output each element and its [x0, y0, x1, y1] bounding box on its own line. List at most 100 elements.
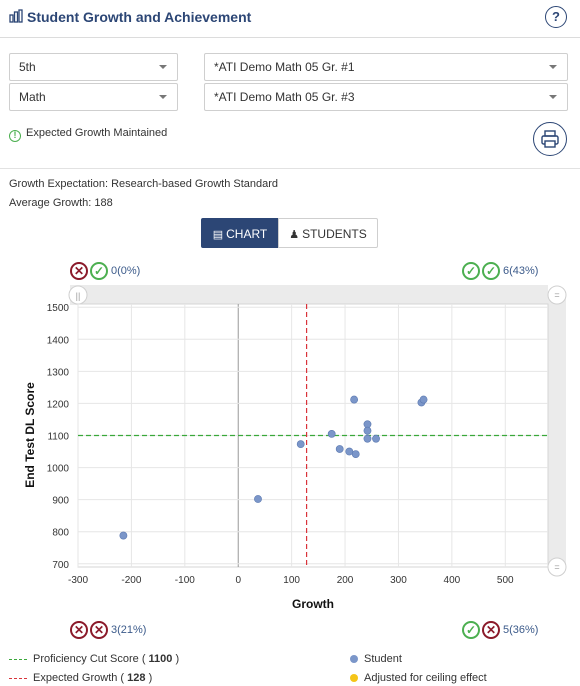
x-tick-label: 300 — [390, 575, 407, 586]
legend-proficiency-label: Proficiency Cut Score — [33, 653, 139, 665]
growth-status-text: Expected Growth Maintained — [26, 127, 168, 139]
chevron-down-icon — [549, 95, 557, 99]
x-circle-icon: ✕ — [70, 621, 88, 640]
green-dash-icon — [9, 658, 27, 660]
user-icon: ♟ — [289, 229, 300, 241]
start-test-select-value: *ATI Demo Math 05 Gr. #1 — [214, 60, 355, 74]
x-tick-label: -300 — [68, 575, 88, 586]
student-point[interactable] — [350, 395, 359, 404]
student-point[interactable] — [254, 495, 262, 503]
check-circle-icon: ✓ — [462, 262, 480, 281]
x-tick-label: -100 — [175, 575, 195, 586]
quadrant-bottom-right: ✓ ✕ 5(36%) — [462, 620, 538, 640]
y-axis-label: End Test DL Score — [23, 382, 37, 488]
growth-status: ! Expected Growth Maintained — [9, 127, 167, 142]
quadrant-count: 6(43%) — [503, 265, 539, 278]
y-tick-label: 1300 — [47, 367, 70, 378]
check-circle-icon: ✓ — [90, 262, 108, 281]
legend-expected-value: 128 — [127, 672, 146, 684]
x-tick-label: 100 — [283, 575, 300, 586]
legend-ceiling-label: Adjusted for ceiling effect — [364, 672, 487, 684]
chart-ticks: -300 -200 -100 0 100 200 300 400 500 700 800 900 100… — [47, 303, 514, 586]
x-tick-label: -200 — [121, 575, 141, 586]
y-tick-label: 1500 — [47, 303, 70, 314]
x-tick-label: 400 — [444, 575, 461, 586]
end-test-select-value: *ATI Demo Math 05 Gr. #3 — [214, 90, 355, 104]
yellow-dot-icon — [350, 674, 358, 683]
tab-chart-label: CHART — [226, 227, 268, 241]
x-axis-label: Growth — [292, 597, 334, 611]
chevron-down-icon — [549, 65, 557, 69]
bar-chart-icon: ▤ — [212, 229, 224, 241]
check-circle-icon: ✓ — [462, 621, 480, 640]
help-button[interactable]: ? — [545, 6, 567, 28]
legend-expected-growth: Expected Growth ( 128 ) — [9, 671, 152, 685]
chevron-down-icon — [159, 95, 167, 99]
student-point[interactable] — [327, 429, 336, 438]
print-button[interactable] — [533, 122, 567, 156]
student-point[interactable] — [419, 395, 428, 404]
tab-students-label: STUDENTS — [302, 227, 367, 241]
check-circle-icon: ✓ — [482, 262, 500, 281]
grade-select-value: 5th — [19, 60, 36, 74]
average-growth: Average Growth: 188 — [9, 197, 113, 209]
red-dash-icon — [9, 677, 27, 679]
student-point[interactable] — [363, 426, 372, 435]
student-point[interactable] — [351, 450, 360, 459]
printer-icon — [541, 130, 559, 148]
quadrant-top-left: ✕ ✓ 0(0%) — [70, 261, 140, 281]
divider — [0, 168, 580, 169]
quadrant-count: 5(36%) — [503, 624, 539, 637]
legend-student-label: Student — [364, 653, 402, 665]
x-tick-label: 500 — [497, 575, 514, 586]
quadrant-count: 3(21%) — [111, 624, 147, 637]
x-circle-icon: ✕ — [482, 621, 500, 640]
bar-chart-icon — [9, 9, 23, 23]
start-test-select[interactable]: *ATI Demo Math 05 Gr. #1 — [204, 53, 568, 81]
tab-students[interactable]: ♟ STUDENTS — [278, 218, 378, 248]
legend-expected-label: Expected Growth — [33, 672, 118, 684]
quadrant-bottom-left: ✕ ✕ 3(21%) — [70, 620, 146, 640]
x-tick-label: 0 — [235, 575, 241, 586]
chevron-down-icon — [159, 65, 167, 69]
y-tick-label: 1100 — [47, 432, 69, 443]
page-title: Student Growth and Achievement — [27, 9, 252, 25]
header: Student Growth and Achievement ? — [0, 0, 580, 38]
horizontal-scrollbar[interactable] — [70, 285, 548, 305]
grade-select[interactable]: 5th — [9, 53, 178, 81]
student-point[interactable] — [335, 445, 344, 453]
legend-student: Student — [350, 652, 402, 666]
chart-points — [119, 395, 428, 540]
legend-ceiling: Adjusted for ceiling effect — [350, 671, 487, 685]
x-circle-icon: ✕ — [90, 621, 108, 640]
growth-expectation: Growth Expectation: Research-based Growt… — [9, 178, 279, 190]
student-point[interactable] — [296, 440, 305, 449]
y-tick-label: 1000 — [47, 464, 70, 475]
tab-chart[interactable]: ▤ CHART — [201, 218, 279, 248]
vertical-scrollbar[interactable] — [548, 295, 566, 567]
quadrant-top-right: ✓ ✓ 6(43%) — [462, 261, 538, 281]
y-tick-label: 700 — [52, 560, 69, 571]
student-point[interactable] — [119, 531, 128, 540]
legend-proficiency-value: 1100 — [148, 653, 173, 665]
y-tick-label: 1200 — [47, 399, 70, 410]
x-circle-icon: ✕ — [70, 262, 88, 281]
blue-dot-icon — [350, 655, 358, 664]
y-tick-label: 900 — [52, 496, 69, 507]
grip-icon: = — [554, 290, 559, 300]
student-point[interactable] — [372, 434, 380, 443]
subject-select[interactable]: Math — [9, 83, 178, 111]
chart-reference-lines — [78, 304, 548, 567]
grip-icon: = — [554, 562, 559, 572]
student-point[interactable] — [363, 434, 372, 443]
subject-select-value: Math — [19, 90, 46, 104]
x-tick-label: 200 — [337, 575, 354, 586]
scroll-handle-top[interactable] — [547, 285, 567, 305]
exclamation-circle-icon: ! — [9, 130, 21, 142]
legend-proficiency: Proficiency Cut Score ( 1100 ) — [9, 652, 179, 666]
end-test-select[interactable]: *ATI Demo Math 05 Gr. #3 — [204, 83, 568, 111]
growth-scatter-chart: || = = -300 -200 -100 0 100 200 300 400 500 700 80… — [23, 285, 567, 611]
quadrant-count: 0(0%) — [111, 265, 141, 278]
y-tick-label: 800 — [52, 528, 69, 539]
grip-icon: || — [76, 291, 81, 301]
